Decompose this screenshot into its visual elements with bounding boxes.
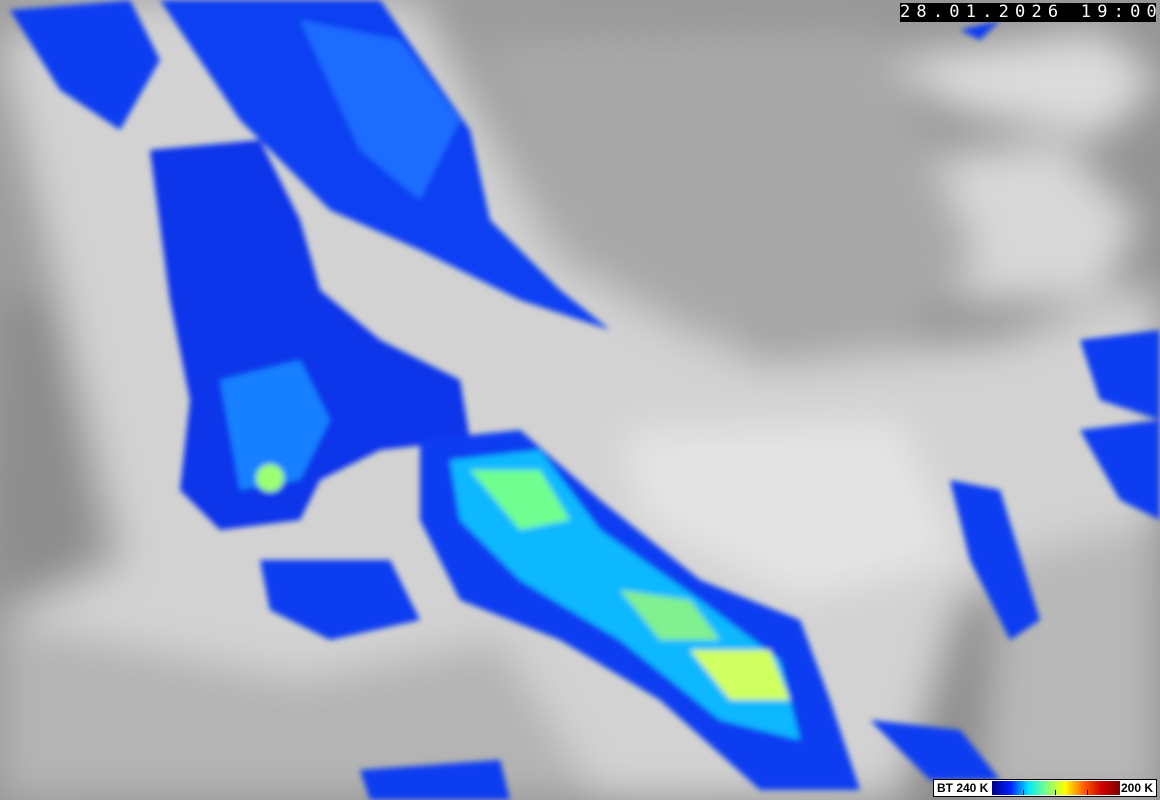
legend-min-label: BT 240 K [937,781,989,795]
legend-tick [1087,790,1088,795]
color-scale-legend: BT 240 K 200 K [933,779,1157,797]
legend-tick [1055,790,1056,795]
timestamp-label: 28.01.2026 19:00 [900,2,1160,22]
legend-color-bar [992,781,1120,795]
legend-max-label: 200 K [1120,781,1153,795]
cold-cloud-tops [10,0,1160,800]
legend-tick [1023,790,1024,795]
